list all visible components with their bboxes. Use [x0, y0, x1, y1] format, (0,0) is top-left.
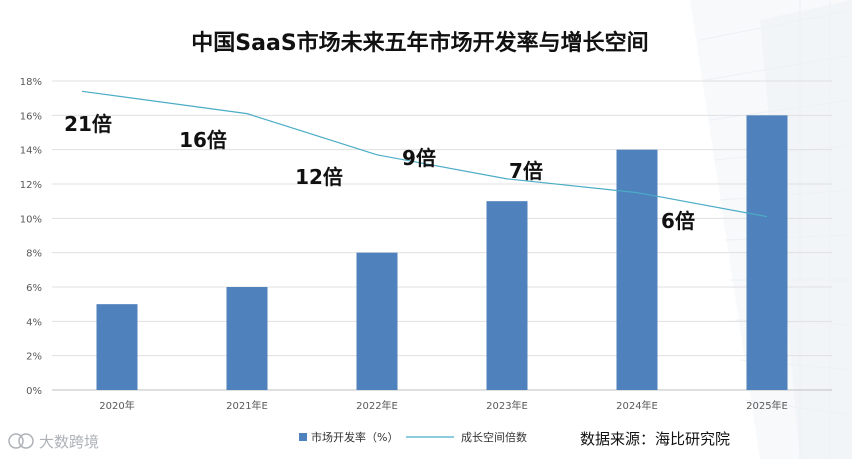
y-tick-label: 0%	[26, 386, 42, 397]
y-tick-label: 16%	[20, 111, 42, 122]
watermark-text: 大数跨境	[39, 433, 99, 451]
x-tick-label: 2025年E	[746, 399, 788, 412]
legend-bar-swatch	[299, 433, 307, 441]
watermark: 大数跨境	[8, 433, 99, 451]
y-tick-label: 2%	[26, 352, 42, 363]
source-note: 数据来源：海比研究院	[580, 430, 730, 448]
multiplier-label: 9倍	[402, 146, 436, 170]
x-tick-label: 2022年E	[356, 399, 398, 412]
bar	[226, 287, 268, 390]
x-axis: 2020年 2021年E 2022年E 2023年E 2024年E 2025年E	[99, 399, 788, 412]
multiplier-label: 6倍	[661, 209, 695, 233]
y-tick-label: 10%	[20, 214, 42, 225]
y-tick-label: 4%	[26, 317, 42, 328]
bar	[616, 149, 658, 390]
x-tick-label: 2021年E	[226, 399, 268, 412]
x-tick-label: 2023年E	[486, 399, 528, 412]
y-axis: 0% 2% 4% 6% 8% 10% 12% 14% 16% 18%	[20, 77, 42, 397]
y-tick-label: 8%	[26, 249, 42, 260]
bar	[486, 201, 528, 390]
gridlines	[52, 80, 832, 391]
x-tick-label: 2020年	[99, 399, 134, 412]
y-tick-label: 14%	[20, 146, 42, 157]
legend-line-label: 成长空间倍数	[461, 430, 527, 444]
legend-bar-label: 市场开发率（%）	[311, 430, 398, 444]
chart-title: 中国SaaS市场未来五年市场开发率与增长空间	[191, 30, 648, 56]
bar-series	[96, 115, 788, 390]
y-tick-label: 12%	[20, 180, 42, 191]
watermark-logo-icon	[8, 433, 34, 449]
bar	[96, 304, 138, 390]
line-series	[81, 90, 768, 218]
growth-multiplier-line	[81, 90, 768, 218]
multiplier-label: 12倍	[295, 165, 343, 189]
multiplier-annotations: 21倍 16倍 12倍 9倍 7倍 6倍	[64, 112, 695, 233]
multiplier-label: 16倍	[179, 128, 227, 152]
multiplier-label: 7倍	[509, 159, 543, 183]
bar	[746, 115, 788, 390]
multiplier-label: 21倍	[64, 112, 112, 136]
y-tick-label: 18%	[20, 77, 42, 88]
legend: 市场开发率（%） 成长空间倍数	[299, 430, 527, 444]
x-tick-label: 2024年E	[616, 399, 658, 412]
y-tick-label: 6%	[26, 283, 42, 294]
bar	[356, 252, 398, 390]
